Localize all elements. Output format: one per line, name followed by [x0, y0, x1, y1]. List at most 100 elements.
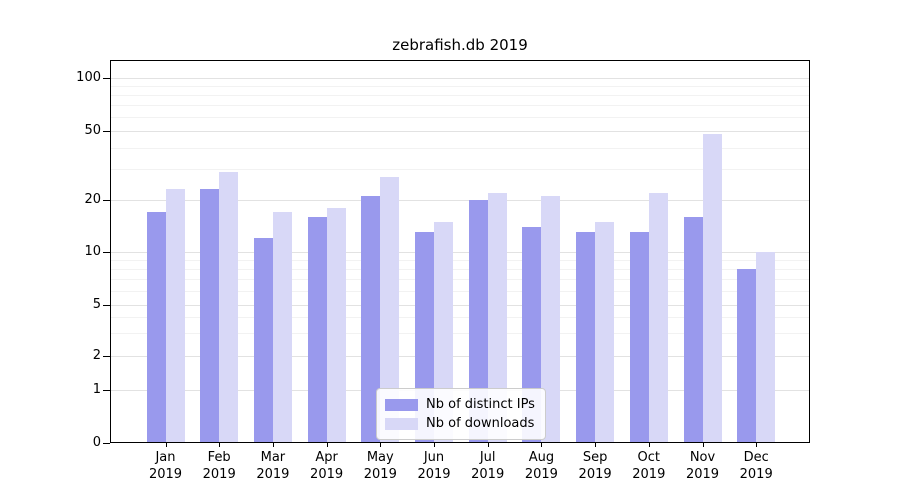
gridline-minor	[110, 333, 810, 335]
x-tick-month: Jan	[155, 450, 176, 465]
x-tick-mark	[272, 443, 274, 447]
gridline-minor	[110, 317, 810, 319]
x-tick-label-may: May 2019	[364, 449, 397, 483]
gridline-minor	[110, 117, 810, 119]
bar-nb-of-downloads-sep	[595, 221, 615, 443]
gridline-minor	[110, 260, 810, 262]
x-tick-mark	[541, 443, 543, 447]
legend: Nb of distinct IPs Nb of downloads	[376, 388, 546, 440]
x-tick-label-aug: Aug 2019	[525, 449, 558, 483]
bar-nb-of-distinct-ips-jul	[468, 200, 488, 443]
x-tick-year: 2019	[310, 467, 344, 482]
x-tick-year: 2019	[632, 467, 666, 482]
x-tick-mark	[595, 443, 597, 447]
x-tick-month: Aug	[528, 450, 555, 465]
y-tick-label: 50	[84, 123, 101, 138]
bar-nb-of-downloads-jun	[434, 221, 453, 443]
bar-nb-of-distinct-ips-oct	[629, 232, 649, 443]
bar-nb-of-distinct-ips-apr	[307, 216, 327, 443]
gridline-minor	[110, 105, 810, 107]
legend-item: Nb of downloads	[385, 414, 535, 433]
x-tick-label-feb: Feb 2019	[203, 449, 236, 483]
bar-nb-of-downloads-jul	[487, 192, 507, 443]
x-tick-mark	[380, 443, 382, 447]
x-tick-month: Feb	[207, 450, 231, 465]
x-tick-mark	[326, 443, 328, 447]
x-tick-mark	[648, 443, 650, 447]
x-tick-label-jul: Jul 2019	[471, 449, 504, 483]
x-tick-month: Sep	[582, 450, 608, 465]
bar-nb-of-downloads-apr	[326, 207, 346, 443]
x-tick-label-sep: Sep 2019	[579, 449, 612, 483]
x-tick-year: 2019	[685, 467, 720, 482]
x-tick-year: 2019	[363, 467, 397, 482]
gridline-major	[110, 252, 810, 253]
gridline-minor	[110, 279, 810, 281]
x-tick-label-mar: Mar 2019	[256, 449, 289, 483]
y-tick-label: 1	[92, 382, 101, 397]
gridline-minor	[110, 169, 810, 171]
gridline-major	[110, 305, 810, 306]
x-tick-mark	[756, 443, 758, 447]
bar-nb-of-distinct-ips-dec	[737, 269, 757, 443]
y-tick-label: 0	[92, 435, 101, 450]
gridline-minor	[110, 147, 810, 149]
x-tick-year: 2019	[256, 467, 290, 482]
x-tick-month: Jun	[423, 450, 445, 465]
y-tick-label: 5	[92, 297, 101, 312]
x-tick-month: Dec	[743, 450, 769, 465]
y-tick-mark	[103, 305, 110, 306]
x-tick-label-jun: Jun 2019	[417, 449, 450, 483]
x-tick-year: 2019	[524, 467, 558, 482]
gridline-major	[110, 131, 810, 132]
gridline-minor	[110, 95, 810, 97]
x-tick-mark	[165, 443, 167, 447]
x-tick-month: Oct	[637, 450, 661, 465]
x-tick-mark	[434, 443, 435, 447]
x-tick-label-nov: Nov 2019	[686, 449, 719, 483]
bar-nb-of-downloads-nov	[702, 134, 722, 443]
bar-nb-of-distinct-ips-feb	[200, 189, 220, 443]
x-tick-label-apr: Apr 2019	[310, 449, 343, 483]
gridline-major	[110, 78, 810, 79]
y-tick-label: 2	[92, 348, 101, 363]
legend-swatch-distinct-ips	[385, 398, 418, 411]
legend-item: Nb of distinct IPs	[385, 395, 535, 414]
y-tick-label: 100	[76, 70, 101, 85]
x-tick-month: Jul	[479, 450, 496, 465]
x-tick-year: 2019	[471, 467, 505, 482]
x-tick-mark	[702, 443, 704, 447]
bar-nb-of-downloads-mar	[272, 212, 292, 443]
bar-nb-of-distinct-ips-mar	[253, 238, 273, 443]
bar-nb-of-downloads-aug	[541, 196, 561, 443]
y-tick-mark	[103, 78, 110, 79]
x-tick-month: Mar	[260, 450, 286, 465]
x-tick-month: May	[366, 450, 394, 465]
y-tick-label: 10	[84, 244, 101, 259]
y-tick-mark	[103, 131, 110, 132]
gridline-minor	[110, 86, 810, 88]
x-tick-year: 2019	[417, 467, 451, 482]
bar-nb-of-distinct-ips-jan	[146, 212, 166, 443]
x-tick-label-jan: Jan 2019	[149, 449, 182, 483]
y-tick-label: 20	[84, 192, 101, 207]
bar-nb-of-distinct-ips-sep	[576, 232, 596, 443]
y-tick-mark	[103, 200, 110, 201]
gridline-major	[110, 356, 810, 357]
plot-area	[110, 60, 810, 443]
x-tick-mark	[219, 443, 221, 447]
x-tick-label-oct: Oct 2019	[632, 449, 665, 483]
legend-label: Nb of distinct IPs	[426, 397, 535, 412]
legend-label: Nb of downloads	[426, 416, 535, 431]
gridline-minor	[110, 269, 810, 271]
x-tick-year: 2019	[578, 467, 612, 482]
bar-nb-of-downloads-may	[380, 177, 400, 443]
x-tick-mark	[487, 443, 489, 447]
y-tick-mark	[103, 356, 110, 357]
y-tick-mark	[103, 252, 110, 253]
legend-swatch-downloads	[385, 417, 418, 430]
y-tick-mark	[103, 443, 110, 444]
gridline-major	[110, 200, 810, 201]
bar-nb-of-downloads-feb	[219, 172, 239, 443]
